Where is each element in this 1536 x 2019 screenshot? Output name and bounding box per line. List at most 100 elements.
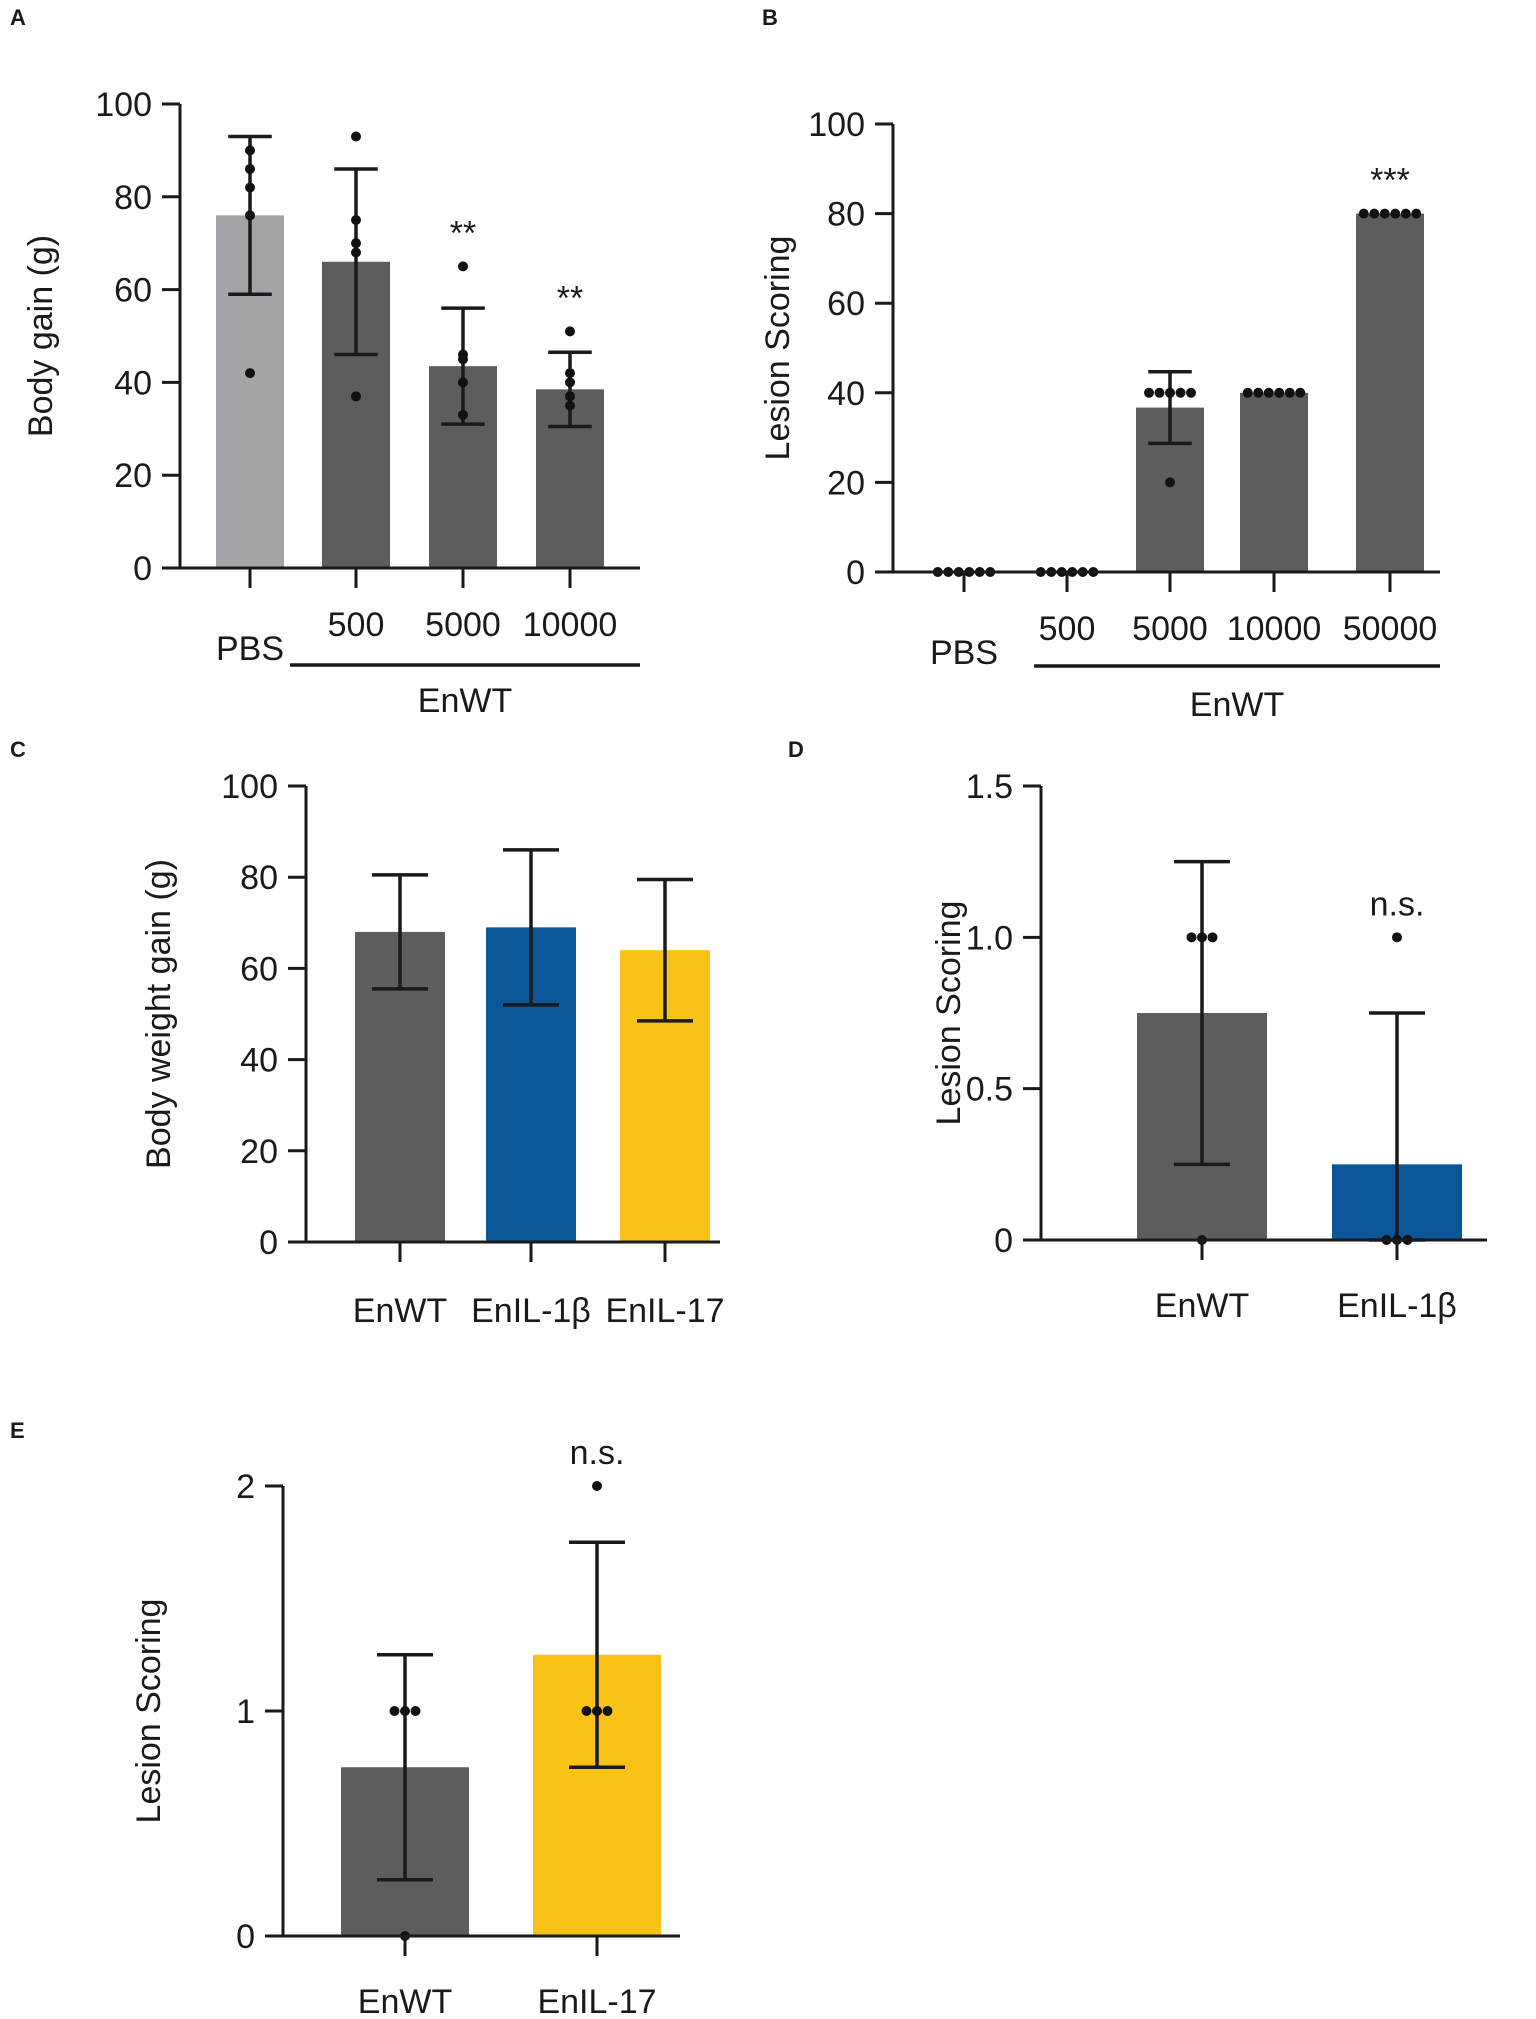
- y-tick-label: 100: [95, 86, 152, 124]
- data-point: [565, 377, 575, 388]
- y-tick-label: 60: [827, 285, 865, 323]
- panel-letter: B: [762, 5, 778, 30]
- y-tick-label: 1: [236, 1693, 255, 1731]
- x-category-label: EnIL-1β: [471, 1292, 591, 1330]
- chart-panel-d: D 0 0.5 1.0 1.5 Lesion Scoring EnWT EnIL-1β n.s.: [788, 737, 1487, 1325]
- data-point: [458, 409, 468, 420]
- data-point: [592, 1481, 602, 1491]
- panel-letter: C: [10, 737, 26, 762]
- y-tick-label: 40: [240, 1042, 278, 1080]
- y-tick-label: 80: [240, 859, 278, 897]
- data-point: [245, 368, 255, 379]
- y-tick-label: 20: [827, 464, 865, 502]
- y-tick-label: 80: [827, 196, 865, 234]
- x-category-label: 500: [1039, 610, 1096, 648]
- error-bar: [334, 167, 378, 357]
- y-tick-label: 60: [240, 950, 278, 988]
- y-tick-label: 0: [846, 554, 865, 592]
- data-point: [245, 145, 255, 156]
- y-tick-label: 20: [114, 457, 152, 495]
- data-point: [581, 1706, 592, 1716]
- x-category-label: PBS: [930, 634, 998, 672]
- data-point: [245, 163, 255, 174]
- x-category-label: 10000: [1227, 610, 1322, 648]
- data-point: [1390, 208, 1401, 219]
- y-tick-label: 1.0: [966, 919, 1013, 957]
- y-tick-label: 1.5: [966, 768, 1013, 806]
- y-tick-label: 20: [240, 1133, 278, 1171]
- significance-label: **: [557, 279, 583, 317]
- significance-label: ***: [1370, 162, 1410, 200]
- panel-letter: E: [10, 1418, 25, 1443]
- x-category-label: EnIL-17: [605, 1292, 724, 1330]
- bar: [1240, 392, 1308, 572]
- error-bar: [377, 1653, 433, 1882]
- y-tick-label: 100: [808, 106, 865, 144]
- error-bar: [1174, 859, 1230, 1167]
- data-point: [1165, 477, 1175, 488]
- chart-panel-b: B 0 20 40 60 80 100 Lesion Scoring PBS 500 5000 100…: [759, 5, 1440, 724]
- x-category-label: EnWT: [353, 1292, 447, 1330]
- y-tick-label: 2: [236, 1468, 255, 1506]
- x-category-label: 500: [328, 606, 385, 644]
- x-category-label: EnWT: [358, 1983, 452, 2019]
- data-point: [1186, 387, 1196, 398]
- data-point: [602, 1706, 613, 1716]
- error-bar: [1148, 369, 1192, 446]
- y-tick-label: 0: [236, 1918, 255, 1956]
- group-label: EnWT: [1190, 686, 1284, 724]
- data-point: [1295, 387, 1306, 398]
- data-point: [410, 1706, 421, 1716]
- data-point: [1392, 932, 1402, 943]
- y-tick-label: 80: [114, 179, 152, 217]
- data-point: [1263, 387, 1274, 398]
- chart-panel-c: C 0 20 40 60 80 100 Body weight gain (g) EnWT EnI…: [10, 737, 725, 1330]
- data-point: [1379, 208, 1390, 219]
- x-category-label: EnIL-1β: [1337, 1287, 1457, 1325]
- data-point: [565, 400, 575, 411]
- data-point: [1186, 932, 1197, 943]
- group-label: EnWT: [418, 682, 512, 720]
- panel-letter: D: [788, 737, 804, 762]
- data-point: [1165, 387, 1175, 398]
- data-point: [351, 238, 361, 249]
- data-point: [565, 326, 575, 337]
- data-point: [351, 391, 361, 402]
- error-bar: [372, 873, 428, 991]
- x-category-label: 5000: [1132, 610, 1208, 648]
- data-point: [351, 215, 361, 225]
- x-category-label: 50000: [1343, 610, 1438, 648]
- x-category-label: EnIL-17: [537, 1983, 656, 2019]
- x-category-label: EnWT: [1155, 1287, 1249, 1325]
- data-point: [1154, 387, 1165, 398]
- y-axis-title: Lesion Scoring: [130, 1599, 168, 1824]
- data-point: [1400, 208, 1411, 219]
- y-tick-label: 40: [114, 364, 152, 402]
- chart-panel-e: E 0 1 2 Lesion Scoring EnWT EnIL-17 n.s.: [10, 1418, 680, 2019]
- data-point: [351, 131, 361, 142]
- data-point: [1197, 932, 1207, 943]
- data-point: [1274, 387, 1285, 398]
- bar: [1356, 213, 1424, 572]
- data-point: [565, 391, 575, 402]
- data-point: [1175, 387, 1186, 398]
- data-point: [1144, 387, 1154, 398]
- data-point: [458, 377, 468, 388]
- data-point: [400, 1706, 410, 1716]
- data-point: [1207, 932, 1218, 943]
- y-tick-label: 60: [114, 272, 152, 310]
- data-point: [1411, 208, 1422, 219]
- data-point: [458, 261, 468, 272]
- y-tick-label: 0.5: [966, 1071, 1013, 1109]
- data-point: [245, 210, 255, 221]
- y-axis-title: Body weight gain (g): [140, 859, 178, 1169]
- significance-label: n.s.: [570, 1434, 625, 1472]
- data-point: [351, 247, 361, 258]
- data-point: [1358, 208, 1369, 219]
- data-point: [1242, 387, 1253, 398]
- panel-letter: A: [10, 5, 26, 30]
- x-category-label: 5000: [425, 606, 501, 644]
- y-tick-label: 0: [133, 550, 152, 588]
- error-bar: [441, 306, 485, 426]
